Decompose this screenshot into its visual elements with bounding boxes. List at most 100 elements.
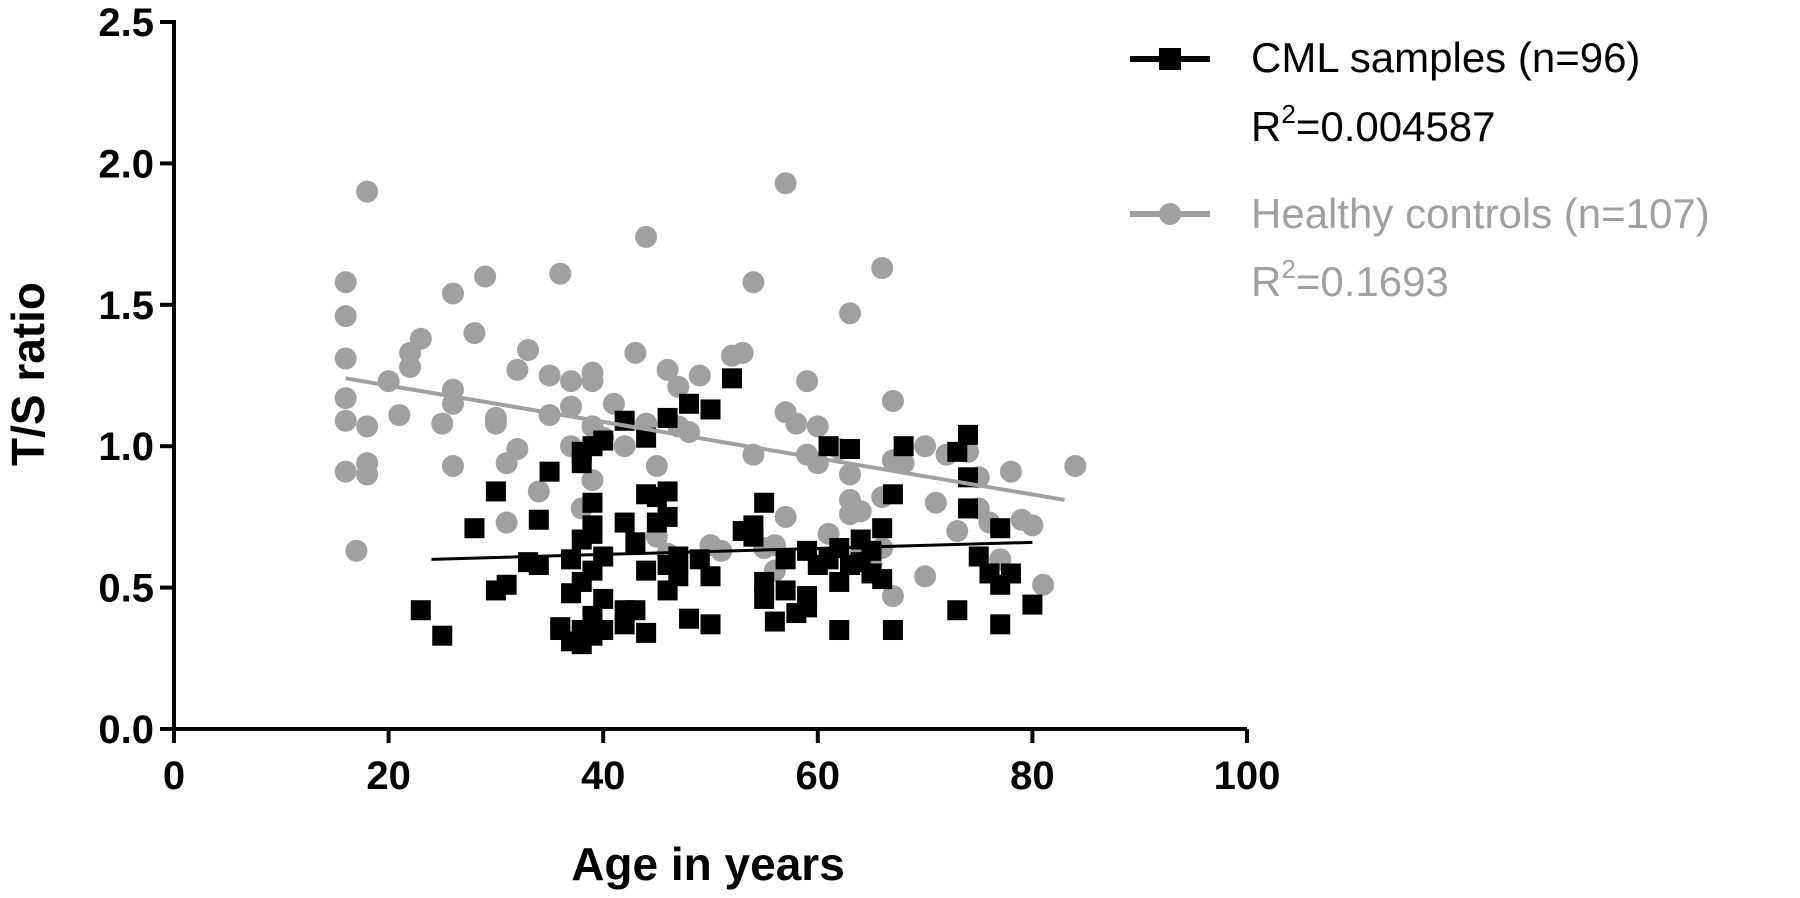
healthy-point [560, 370, 583, 393]
healthy-point [656, 358, 679, 381]
healthy-point [914, 565, 937, 588]
healthy-point [999, 460, 1022, 483]
cml-point [839, 439, 860, 460]
cml-point [829, 620, 850, 641]
healthy-point [774, 505, 797, 528]
healthy-point [334, 409, 357, 432]
cml-point [496, 574, 517, 595]
ticks: 0 20 40 60 80 100 0.0 0.5 1.0 1.5 2.0 2.5 [98, 1, 1280, 798]
x-tick-label: 40 [581, 754, 626, 798]
healthy-point [731, 341, 754, 364]
cml-point [528, 554, 549, 575]
y-tick-label: 2.0 [98, 142, 154, 186]
cml-point [657, 407, 678, 428]
cml-point [754, 588, 775, 609]
healthy-point [914, 435, 937, 458]
cml-point [818, 436, 839, 457]
cml-point [625, 532, 646, 553]
healthy-point [409, 327, 432, 350]
healthy-point [645, 454, 668, 477]
cml-point [668, 546, 689, 567]
healthy-point [495, 511, 518, 534]
cml-point [797, 586, 818, 607]
healthy-point [871, 257, 894, 280]
cml-point [593, 620, 614, 641]
cml-point [947, 441, 968, 462]
healthy-point [946, 520, 969, 543]
healthy-point [881, 585, 904, 608]
y-tick-label: 1.0 [98, 425, 154, 469]
healthy-point [356, 415, 379, 438]
healthy-point [538, 364, 561, 387]
cml-point [582, 515, 603, 536]
legend-cml-label: CML samples (n=96) [1251, 34, 1640, 81]
healthy-point [806, 415, 829, 438]
healthy-point [334, 460, 357, 483]
x-tick-label: 20 [366, 754, 411, 798]
cml-point [743, 515, 764, 536]
healthy-point [613, 435, 636, 458]
healthy-point [474, 265, 497, 288]
cml-point [636, 427, 657, 448]
healthy-point [774, 172, 797, 195]
healthy-point [742, 271, 765, 294]
cml-point [636, 560, 657, 581]
cml-point [464, 518, 485, 539]
cml-point [893, 436, 914, 457]
cml-point [668, 566, 689, 587]
healthy-point [796, 370, 819, 393]
healthy-point [678, 421, 701, 444]
healthy-point [356, 463, 379, 486]
cml-point [775, 549, 796, 570]
y-tick-label: 0.5 [98, 567, 154, 611]
healthy-point [667, 375, 690, 398]
cml-point [625, 600, 646, 621]
series-cml-samples [410, 368, 1043, 655]
cml-point [882, 620, 903, 641]
cml-point [882, 484, 903, 505]
cml-point [872, 569, 893, 590]
x-axis-title: Age in years [571, 838, 845, 890]
cml-point [775, 580, 796, 601]
healthy-point [441, 454, 464, 477]
cml-point [872, 518, 893, 539]
cml-point [689, 549, 710, 570]
cml-point [485, 481, 506, 502]
healthy-point [334, 305, 357, 328]
healthy-point [334, 271, 357, 294]
trendlines [345, 376, 1065, 561]
x-tick-label: 0 [163, 754, 185, 798]
legend: CML samples (n=96) R2=0.004587 Healthy c… [1130, 34, 1710, 305]
cml-point [1022, 594, 1043, 615]
healthy-point [581, 370, 604, 393]
healthy-point [785, 412, 808, 435]
healthy-point [334, 387, 357, 410]
healthy-point [506, 358, 529, 381]
healthy-point [1064, 454, 1087, 477]
series-healthy-controls [334, 172, 1087, 608]
cml-point [947, 600, 968, 621]
cml-point [679, 608, 700, 629]
healthy-point [484, 412, 507, 435]
cml-point [657, 506, 678, 527]
healthy-point [838, 463, 861, 486]
healthy-point [849, 500, 872, 523]
legend-healthy-label: Healthy controls (n=107) [1251, 190, 1710, 237]
legend-healthy-marker [1159, 203, 1181, 225]
y-tick-label: 0.0 [98, 708, 154, 752]
cml-point [958, 498, 979, 519]
healthy-point [431, 412, 454, 435]
cml-point [700, 399, 721, 420]
cml-point [593, 430, 614, 451]
y-tick-label: 2.5 [98, 1, 154, 45]
x-tick-label: 60 [796, 754, 841, 798]
cml-point [539, 461, 560, 482]
healthy-point [538, 404, 561, 427]
cml-point [829, 571, 850, 592]
cml-point [432, 625, 453, 646]
healthy-point [334, 347, 357, 370]
cml-point [700, 614, 721, 635]
cml-point [593, 546, 614, 567]
cml-point [1000, 563, 1021, 584]
